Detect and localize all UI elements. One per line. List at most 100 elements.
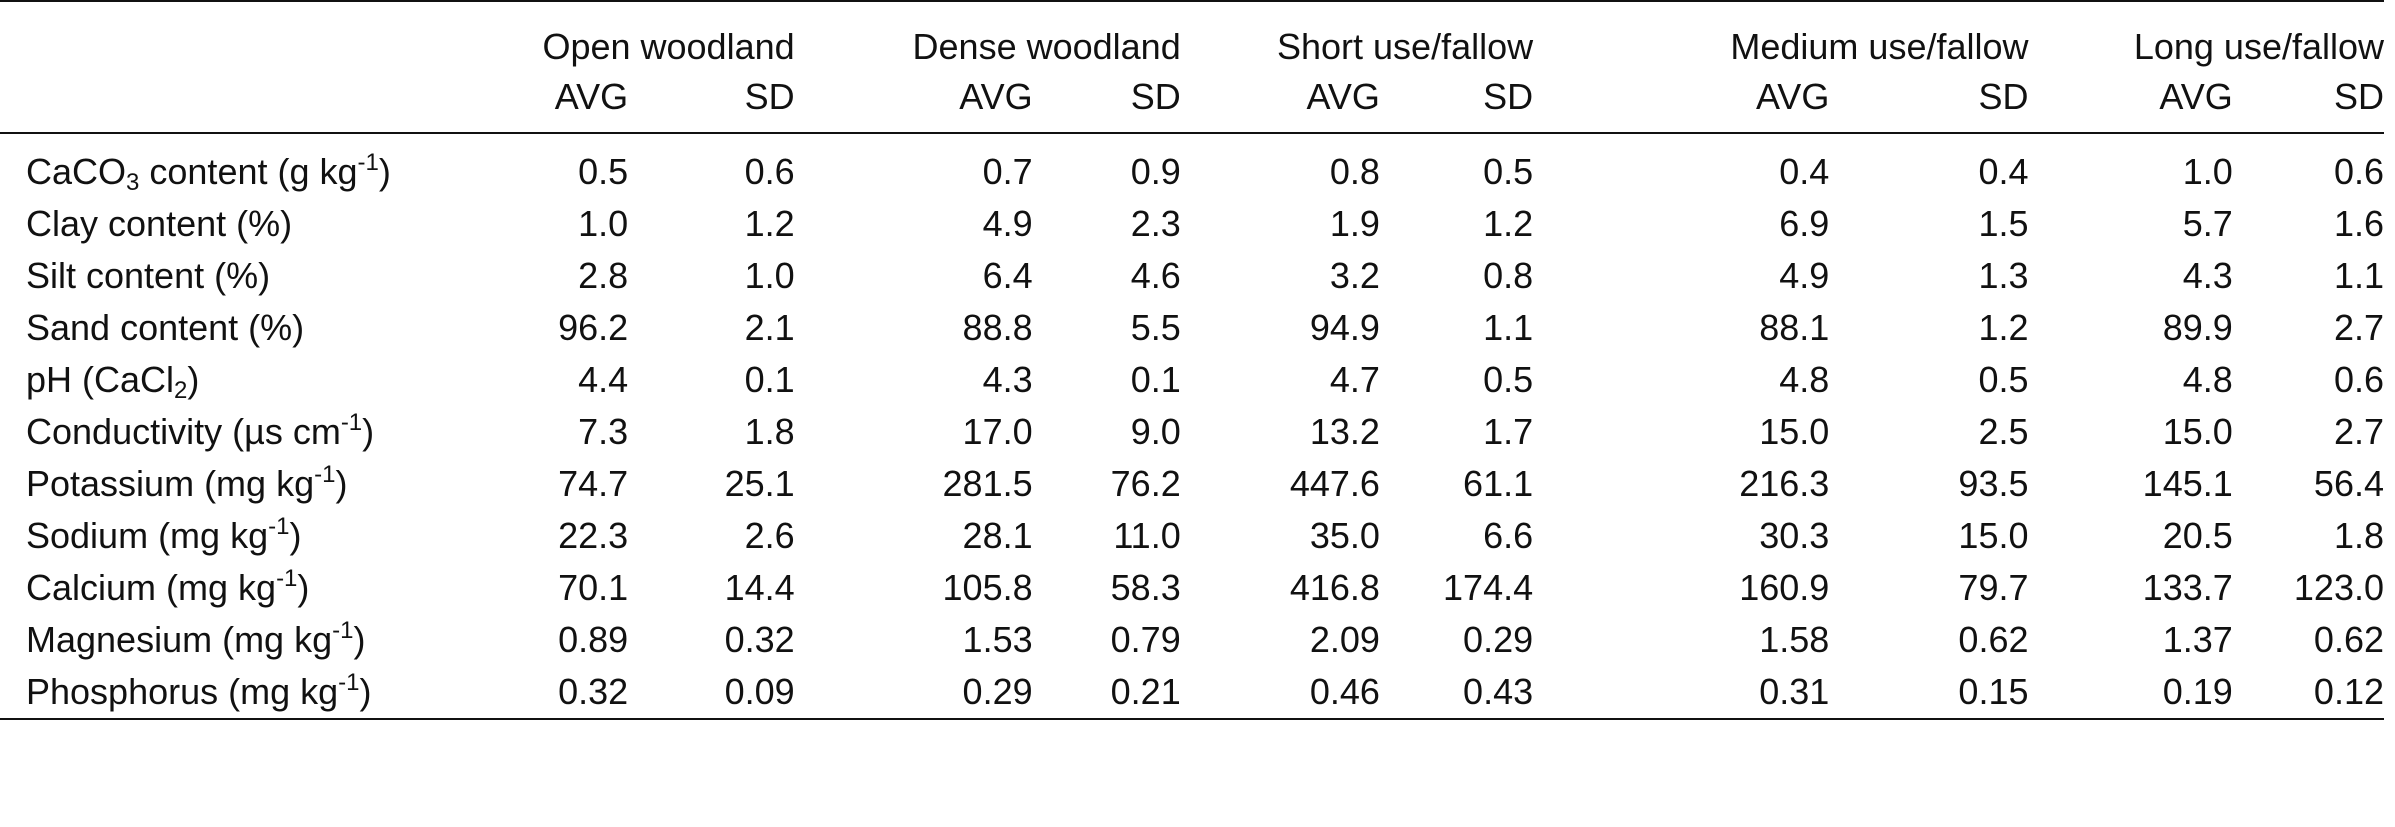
avg-cell: 35.0 [1309,515,1380,556]
avg-cell: 13.2 [1309,411,1380,452]
row-label-pre: Phosphorus (mg kg [26,671,339,712]
sd-cell: 0.62 [2313,619,2384,660]
row-label: Conductivity (µs cm-1) [0,406,449,458]
avg-cell: 4.4 [578,359,629,400]
sd-cell: 2.7 [2333,411,2384,452]
stat-header-avg: AVG [2028,68,2233,134]
row-label: CaCO3 content (g kg-1) [0,133,449,198]
avg-cell: 96.2 [558,307,629,348]
row-label-post: ) [362,411,375,452]
avg-cell: 89.9 [2162,307,2233,348]
sd-cell: 0.62 [1958,619,2029,660]
sd-cell: 1.0 [744,255,795,296]
avg-cell: 4.9 [1779,255,1830,296]
table-row-magnesium-mg-kg: Magnesium (mg kg-1) 0.89 0.32 1.53 0.79 2.09 0… [0,614,2384,666]
row-label: Sand content (%) [0,302,449,354]
sd-cell: 0.1 [1130,359,1181,400]
avg-cell: 145.1 [2142,463,2233,504]
row-label: Calcium (mg kg-1) [0,562,449,614]
avg-cell: 15.0 [2162,411,2233,452]
avg-cell: 1.0 [2182,151,2233,192]
stat-header-sd: SD [1032,68,1181,134]
avg-cell: 2.8 [578,255,629,296]
sd-cell: 1.1 [1483,307,1534,348]
avg-cell: 22.3 [558,515,629,556]
table-row-potassium-mg-kg: Potassium (mg kg-1) 74.7 25.1 281.5 76.2 447.… [0,458,2384,510]
group-label: Medium use/fallow [1730,26,2029,67]
sd-cell: 0.15 [1958,671,2029,712]
row-label-pre: Calcium (mg kg [26,567,277,608]
avg-cell: 2.09 [1309,619,1380,660]
group-header-open-woodland: Open woodland [449,1,794,68]
table-row-sodium-mg-kg: Sodium (mg kg-1) 22.3 2.6 28.1 11.0 35.0 6.6 30… [0,510,2384,562]
row-label-sup: -1 [314,461,336,488]
sd-cell: 1.1 [2333,255,2384,296]
sd-cell: 0.29 [1463,619,1534,660]
row-label-post: ) [289,515,302,556]
avg-cell: 416.8 [1289,567,1380,608]
row-label-sup: -1 [332,617,354,644]
avg-cell: 7.3 [578,411,629,452]
avg-cell: 0.46 [1309,671,1380,712]
avg-cell: 17.0 [962,411,1033,452]
table-row-phosphorus-mg-kg: Phosphorus (mg kg-1) 0.32 0.09 0.29 0.21 0.46… [0,666,2384,719]
group-label: Dense woodland [912,26,1181,67]
avg-cell: 88.1 [1759,307,1830,348]
sd-cell: 0.9 [1130,151,1181,192]
sd-cell: 56.4 [2313,463,2384,504]
table-row-calcium-mg-kg: Calcium (mg kg-1) 70.1 14.4 105.8 58.3 416.8 1… [0,562,2384,614]
sd-cell: 174.4 [1443,567,1534,608]
group-label: Open woodland [542,26,795,67]
row-label-pre: Clay content (%) [26,203,293,244]
group-header-short-use-fallow: Short use/fallow [1181,1,1533,68]
avg-cell: 4.8 [2182,359,2233,400]
sd-cell: 0.5 [1483,151,1534,192]
row-label-post: ) [359,671,372,712]
avg-cell: 0.29 [962,671,1033,712]
avg-cell: 0.7 [982,151,1033,192]
avg-cell: 4.7 [1329,359,1380,400]
sd-cell: 2.6 [744,515,795,556]
avg-cell: 133.7 [2142,567,2233,608]
table-row-sand-content: Sand content (%) 96.2 2.1 88.8 5.5 94.9 1.1 88.… [0,302,2384,354]
avg-cell: 4.8 [1779,359,1830,400]
table-row-conductivity-s-cm: Conductivity (µs cm-1) 7.3 1.8 17.0 9.0 13.2 1… [0,406,2384,458]
row-label-pre: Sodium (mg kg [26,515,269,556]
avg-cell: 216.3 [1739,463,1830,504]
sd-cell: 2.5 [1978,411,2029,452]
stat-header-avg: AVG [794,68,1033,134]
row-label-pre: CaCO [26,151,127,192]
avg-cell: 160.9 [1739,567,1830,608]
sd-cell: 1.2 [1483,203,1534,244]
sd-cell: 0.5 [1978,359,2029,400]
row-label-post: ) [378,151,391,192]
group-label: Long use/fallow [2133,26,2384,67]
sd-cell: 0.5 [1483,359,1534,400]
group-label: Short use/fallow [1276,26,1534,67]
stat-header-avg: AVG [1533,68,1830,134]
table-row-ph-cacl: pH (CaCl2) 4.4 0.1 4.3 0.1 4.7 0.5 4.8 0.5 4.8 0.6 [0,354,2384,406]
sd-cell: 123.0 [2293,567,2384,608]
sd-cell: 5.5 [1130,307,1181,348]
avg-cell: 0.89 [558,619,629,660]
row-label: Magnesium (mg kg-1) [0,614,449,666]
table-row-silt-content: Silt content (%) 2.8 1.0 6.4 4.6 3.2 0.8 4.9 1.3… [0,250,2384,302]
sd-cell: 1.8 [744,411,795,452]
sd-cell: 0.6 [2333,151,2384,192]
sd-cell: 0.6 [744,151,795,192]
avg-cell: 15.0 [1759,411,1830,452]
stat-header-sd: SD [2232,68,2384,134]
sd-cell: 0.4 [1978,151,2029,192]
sd-cell: 58.3 [1110,567,1181,608]
avg-cell: 0.4 [1779,151,1830,192]
avg-cell: 6.4 [982,255,1033,296]
sd-cell: 93.5 [1958,463,2029,504]
sd-cell: 0.09 [724,671,795,712]
row-label-sup: -1 [340,409,363,436]
sd-cell: 2.1 [744,307,795,348]
sd-cell: 0.79 [1110,619,1181,660]
row-label-mid: content (g kg [139,151,358,192]
row-label: Sodium (mg kg-1) [0,510,449,562]
row-label-sub: 3 [126,169,140,196]
row-label: Potassium (mg kg-1) [0,458,449,510]
